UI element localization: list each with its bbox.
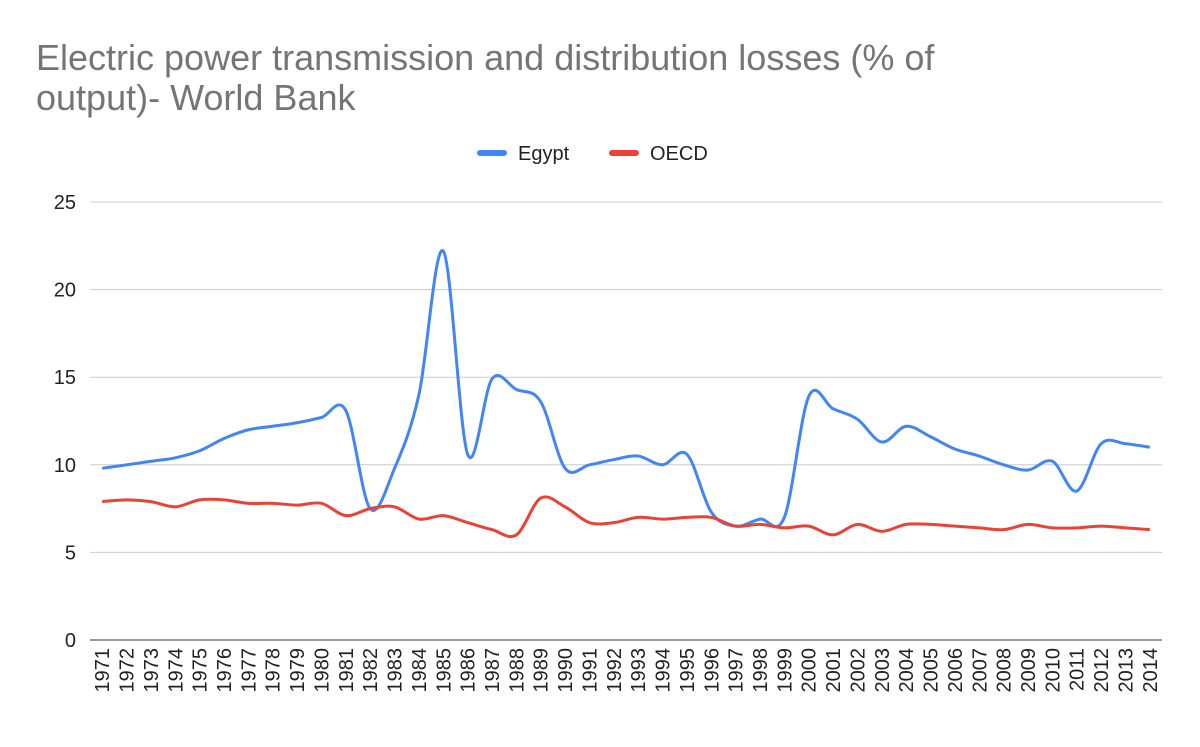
x-tick-label: 1983 bbox=[385, 648, 407, 693]
x-tick-label: 1999 bbox=[774, 648, 796, 693]
x-tick-label: 1971 bbox=[92, 648, 114, 693]
x-tick-label: 2009 bbox=[1018, 648, 1040, 693]
x-tick-label: 1995 bbox=[677, 648, 699, 693]
x-tick-label: 1985 bbox=[433, 648, 455, 693]
series-line bbox=[102, 495, 1150, 539]
x-tick-label: 2011 bbox=[1067, 648, 1089, 691]
x-tick-label: 1974 bbox=[165, 648, 187, 693]
y-tick-label: 5 bbox=[65, 542, 76, 564]
x-tick-label: 2012 bbox=[1091, 648, 1113, 693]
title-line: Electric power transmission and distribu… bbox=[36, 37, 935, 78]
x-tick-label: 1993 bbox=[628, 648, 650, 693]
x-tick-label: 2004 bbox=[896, 648, 918, 693]
x-tick-label: 1990 bbox=[555, 648, 577, 693]
x-tick-label: 2008 bbox=[994, 648, 1016, 693]
x-tick-label: 1980 bbox=[311, 648, 333, 693]
y-tick-label: 20 bbox=[54, 280, 76, 302]
x-tick-label: 2014 bbox=[1140, 648, 1162, 693]
x-tick-label: 2010 bbox=[1042, 648, 1064, 693]
x-tick-label: 1982 bbox=[360, 648, 382, 693]
x-tick-label: 1997 bbox=[726, 648, 748, 693]
x-tick-label: 1979 bbox=[287, 648, 309, 693]
chart-title: Electric power transmission and distribu… bbox=[36, 37, 935, 118]
x-tick-label: 1978 bbox=[263, 648, 285, 693]
x-tick-label: 1994 bbox=[653, 648, 675, 693]
y-tick-label: 0 bbox=[65, 630, 76, 652]
x-tick-label: 1972 bbox=[117, 648, 139, 693]
x-tick-label: 1988 bbox=[506, 648, 528, 693]
y-tick-label: 25 bbox=[54, 192, 76, 214]
series-line bbox=[101, 249, 1151, 528]
x-tick-label: 1986 bbox=[458, 648, 480, 693]
y-tick-label: 15 bbox=[54, 367, 76, 389]
x-tick-label: 1991 bbox=[579, 648, 601, 693]
x-tick-label: 2005 bbox=[921, 648, 943, 693]
x-tick-label: 2007 bbox=[969, 648, 991, 693]
x-tick-label: 1973 bbox=[141, 648, 163, 693]
y-tick-label: 10 bbox=[54, 455, 76, 477]
x-tick-label: 1992 bbox=[604, 648, 626, 693]
x-tick-label: 1981 bbox=[336, 648, 358, 693]
x-tick-label: 1987 bbox=[482, 648, 504, 693]
x-tick-label: 2001 bbox=[823, 648, 845, 693]
x-tick-label: 1976 bbox=[214, 648, 236, 693]
x-tick-label: 2000 bbox=[799, 648, 821, 693]
x-tick-label: 1998 bbox=[750, 648, 772, 693]
x-tick-label: 1975 bbox=[190, 648, 212, 693]
x-tick-label: 2003 bbox=[872, 648, 894, 693]
x-tick-label: 1984 bbox=[409, 648, 431, 693]
x-tick-label: 2013 bbox=[1115, 648, 1137, 693]
legend-label: OECD bbox=[650, 143, 708, 165]
x-tick-label: 1996 bbox=[701, 648, 723, 693]
x-tick-label: 2006 bbox=[945, 648, 967, 693]
x-tick-label: 1989 bbox=[531, 648, 553, 693]
legend-label: Egypt bbox=[518, 143, 570, 165]
x-tick-label: 2002 bbox=[847, 648, 869, 693]
x-tick-label: 1977 bbox=[238, 648, 260, 693]
title-line: output)- World Bank bbox=[36, 77, 356, 118]
